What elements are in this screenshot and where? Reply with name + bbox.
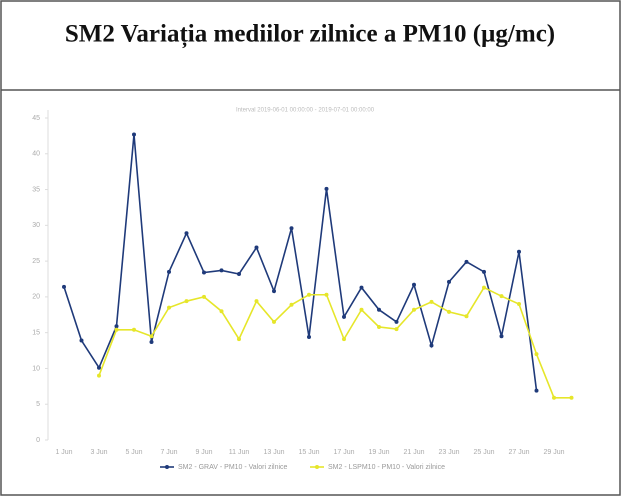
data-point xyxy=(149,339,154,344)
data-point xyxy=(132,132,136,137)
data-point xyxy=(167,269,171,274)
y-tick-label: 0 xyxy=(36,437,40,444)
x-tick-label: 3 Jun xyxy=(90,449,107,456)
data-point xyxy=(412,307,416,312)
data-point xyxy=(377,307,381,312)
data-point xyxy=(114,324,119,329)
data-point xyxy=(254,299,259,304)
x-tick-label: 9 Jun xyxy=(195,449,212,456)
x-tick-label: 27 Jun xyxy=(508,449,529,456)
data-point xyxy=(289,302,294,307)
y-tick-label: 10 xyxy=(32,365,40,372)
x-tick-label: 15 Jun xyxy=(298,449,319,456)
data-point xyxy=(464,314,469,319)
data-point xyxy=(429,343,434,348)
legend-marker xyxy=(315,465,319,469)
y-tick-label: 45 xyxy=(32,115,40,122)
y-tick-label: 40 xyxy=(32,151,40,158)
data-point xyxy=(569,395,574,400)
x-tick-label: 21 Jun xyxy=(403,449,424,456)
data-point xyxy=(517,249,521,254)
data-point xyxy=(289,226,294,231)
legend-label: SM2 - LSPM10 - PM10 - Valori zilnice xyxy=(328,464,445,471)
data-point xyxy=(394,327,399,332)
data-point xyxy=(324,292,329,297)
data-point xyxy=(272,289,276,294)
data-point xyxy=(219,309,224,314)
data-point xyxy=(394,319,399,324)
data-point xyxy=(499,334,504,339)
data-point xyxy=(517,302,521,307)
data-point xyxy=(534,352,539,357)
y-tick-label: 5 xyxy=(36,401,40,408)
y-tick-label: 20 xyxy=(32,294,40,301)
y-tick-label: 35 xyxy=(32,186,40,193)
data-point xyxy=(342,337,346,342)
data-point xyxy=(79,338,84,343)
data-point xyxy=(184,299,189,304)
data-point xyxy=(464,259,469,264)
data-point xyxy=(97,365,101,370)
x-tick-label: 11 Jun xyxy=(229,449,250,456)
data-point xyxy=(359,285,364,290)
legend-marker xyxy=(165,465,169,469)
data-point xyxy=(202,270,206,275)
chart-title: SM2 Variația mediilor zilnice a PM10 (µg… xyxy=(65,21,555,49)
data-point xyxy=(272,319,276,324)
data-point xyxy=(552,395,556,400)
series-line xyxy=(98,286,572,399)
x-tick-label: 7 Jun xyxy=(160,449,177,456)
data-point xyxy=(114,327,119,332)
data-point xyxy=(237,271,241,276)
data-point xyxy=(219,268,224,273)
x-tick-label: 17 Jun xyxy=(333,449,354,456)
data-point xyxy=(412,282,416,287)
y-tick-label: 25 xyxy=(32,258,40,265)
data-point xyxy=(499,294,504,299)
data-point xyxy=(447,279,451,284)
data-point xyxy=(132,327,136,332)
data-point xyxy=(62,284,66,289)
y-tick-label: 30 xyxy=(32,222,40,229)
x-tick-label: 25 Jun xyxy=(473,449,494,456)
legend-label: SM2 - GRAV - PM10 - Valori zilnice xyxy=(178,464,288,471)
data-point xyxy=(324,186,329,191)
data-point xyxy=(237,337,241,342)
data-point xyxy=(534,388,539,393)
x-tick-label: 1 Jun xyxy=(55,449,72,456)
data-point xyxy=(342,314,346,319)
data-point xyxy=(429,299,434,304)
x-tick-label: 19 Jun xyxy=(368,449,389,456)
data-point xyxy=(359,307,364,312)
chart-subtitle: Interval 2019-06-01 00:00:00 - 2019-07-0… xyxy=(236,108,375,114)
data-point xyxy=(307,334,311,339)
data-point xyxy=(482,285,486,290)
data-point xyxy=(167,305,171,310)
data-point xyxy=(307,292,311,297)
data-point xyxy=(184,231,189,236)
data-point xyxy=(377,324,381,329)
y-tick-label: 15 xyxy=(32,330,40,337)
x-tick-label: 23 Jun xyxy=(438,449,459,456)
x-tick-label: 29 Jun xyxy=(543,449,564,456)
data-point xyxy=(254,245,259,250)
data-point xyxy=(149,334,154,339)
x-tick-label: 5 Jun xyxy=(125,449,142,456)
data-point xyxy=(447,309,451,314)
series-line xyxy=(63,134,538,391)
data-point xyxy=(202,294,206,299)
data-point xyxy=(482,269,486,274)
data-point xyxy=(97,373,101,378)
x-tick-label: 13 Jun xyxy=(263,449,284,456)
